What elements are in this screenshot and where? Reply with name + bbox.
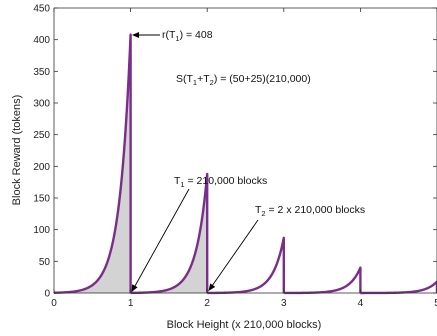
x-tick-label: 5 [434, 298, 437, 309]
reward-curve-era-4 [283, 266, 362, 295]
t2-label: T2 = 2 x 210,000 blocks [255, 204, 365, 218]
shaded-area-era-2 [130, 173, 208, 293]
y-tick-label: 50 [39, 257, 51, 268]
t2-arrowhead [208, 283, 216, 291]
peak-annotation: r(T1) = 408 [132, 29, 213, 43]
y-tick-label: 200 [33, 162, 50, 173]
x-tick-label: 2 [204, 298, 210, 309]
t2-annotation: T2 = 2 x 210,000 blocks [208, 204, 365, 291]
y-tick-label: 0 [44, 289, 50, 300]
reward-curve-era-5 [360, 280, 437, 295]
peak-arrowhead [132, 32, 139, 38]
y-axis-label: Block Reward (tokens) [11, 95, 23, 206]
reward-curve-era-1 [53, 33, 132, 294]
y-tick-label: 350 [33, 67, 50, 78]
reward-curve-era-3 [206, 236, 285, 295]
shaded-area-era-1 [54, 34, 131, 293]
t1-annotation: T1 = 210,000 blocks [131, 175, 267, 292]
y-tick-label: 150 [33, 194, 50, 205]
peak-label: r(T1) = 408 [162, 29, 213, 43]
x-axis: 0 1 2 3 4 5 [51, 8, 437, 309]
y-axis: 0 50 100 150 200 250 300 350 400 450 [33, 4, 437, 300]
y-tick-label: 300 [33, 99, 50, 110]
y-tick-label: 450 [33, 4, 50, 15]
y-tick-label: 400 [33, 35, 50, 46]
y-tick-label: 100 [33, 225, 50, 236]
plot-frame [53, 7, 437, 294]
sum-label: S(T1+T2) = (50+25)(210,000) [176, 73, 311, 87]
x-tick-label: 0 [51, 298, 57, 309]
x-axis-label: Block Height (x 210,000 blocks) [167, 319, 322, 331]
x-tick-label: 1 [128, 298, 134, 309]
y-tick-label: 250 [33, 130, 50, 141]
t1-arrow [134, 188, 190, 287]
x-tick-label: 4 [358, 298, 364, 309]
t1-label: T1 = 210,000 blocks [174, 175, 267, 189]
t1-arrowhead [131, 284, 138, 292]
x-tick-label: 3 [281, 298, 287, 309]
t2-arrow [211, 219, 259, 287]
shaded-area-group [54, 34, 208, 293]
